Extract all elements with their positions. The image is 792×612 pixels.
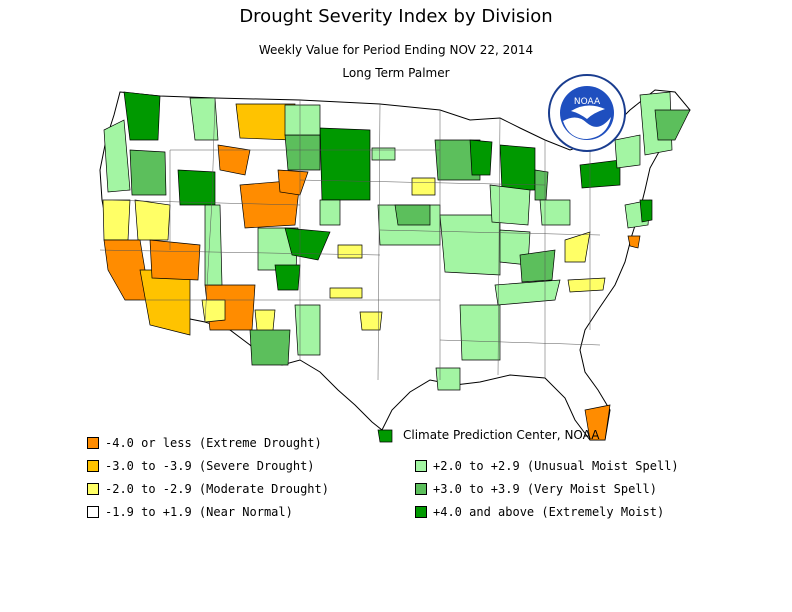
division-region	[319, 127, 371, 201]
division-region	[394, 204, 431, 226]
legend-label: -3.0 to -3.9 (Severe Drought)	[105, 459, 315, 473]
division-region	[102, 199, 131, 241]
division-region	[411, 177, 436, 196]
division-region	[249, 329, 291, 366]
legend-label: +2.0 to +2.9 (Unusual Moist Spell)	[433, 459, 679, 473]
division-region	[377, 429, 393, 443]
legend-label: +3.0 to +3.9 (Very Moist Spell)	[433, 482, 657, 496]
legend-swatch	[87, 483, 99, 495]
division-region	[435, 367, 461, 391]
division-region	[139, 269, 191, 336]
division-region	[459, 304, 501, 361]
legend-swatch	[415, 460, 427, 472]
division-region	[539, 199, 571, 226]
division-region	[123, 91, 161, 141]
division-region	[177, 169, 216, 206]
division-boundary	[99, 249, 381, 256]
division-region	[579, 159, 621, 189]
division-region	[434, 139, 481, 181]
division-region	[274, 264, 301, 291]
division-region	[494, 279, 561, 306]
division-boundary	[439, 339, 601, 346]
division-region	[329, 287, 363, 299]
division-region	[639, 199, 653, 223]
division-region	[103, 119, 131, 193]
division-boundary	[204, 97, 216, 323]
legend-swatch	[415, 483, 427, 495]
division-region	[519, 249, 556, 283]
legend-label: -4.0 or less (Extreme Drought)	[105, 436, 322, 450]
map-subtitle: Weekly Value for Period Ending NOV 22, 2…	[258, 43, 534, 57]
division-region	[129, 149, 167, 196]
map-title: Drought Severity Index by Division	[239, 6, 553, 27]
division-region	[134, 199, 171, 241]
division-region	[627, 235, 641, 249]
division-region	[654, 109, 691, 141]
division-region	[489, 184, 531, 226]
credit-text: Climate Prediction Center, NOAA	[403, 428, 600, 442]
division-region	[284, 227, 331, 261]
division-region	[217, 144, 251, 176]
division-region	[567, 277, 606, 293]
noaa-logo: NOAA	[547, 73, 627, 153]
division-region	[499, 144, 536, 191]
division-region	[294, 304, 321, 356]
division-region	[469, 139, 493, 176]
legend-label: +4.0 and above (Extremely Moist)	[433, 505, 665, 519]
division-region	[204, 204, 223, 286]
division-region	[337, 244, 363, 259]
legend-label: -2.0 to -2.9 (Moderate Drought)	[105, 482, 329, 496]
division-region	[284, 104, 321, 136]
division-region	[584, 404, 611, 441]
legend-swatch	[87, 506, 99, 518]
division-region	[359, 311, 383, 331]
division-region	[284, 134, 321, 171]
legend-swatch	[87, 437, 99, 449]
division-region	[319, 199, 341, 226]
division-boundary	[379, 229, 601, 236]
division-boundary	[299, 179, 546, 186]
division-region	[439, 214, 501, 276]
legend-swatch	[415, 506, 427, 518]
division-boundary	[101, 199, 301, 206]
division-boundary	[497, 117, 501, 376]
legend-swatch	[87, 460, 99, 472]
legend-label: -1.9 to +1.9 (Near Normal)	[105, 505, 293, 519]
noaa-logo-text: NOAA	[574, 97, 601, 107]
division-region	[371, 147, 396, 161]
index-name: Long Term Palmer	[342, 66, 450, 80]
division-region	[189, 97, 219, 141]
division-region	[103, 239, 151, 301]
division-region	[614, 134, 641, 169]
division-region	[149, 239, 201, 281]
